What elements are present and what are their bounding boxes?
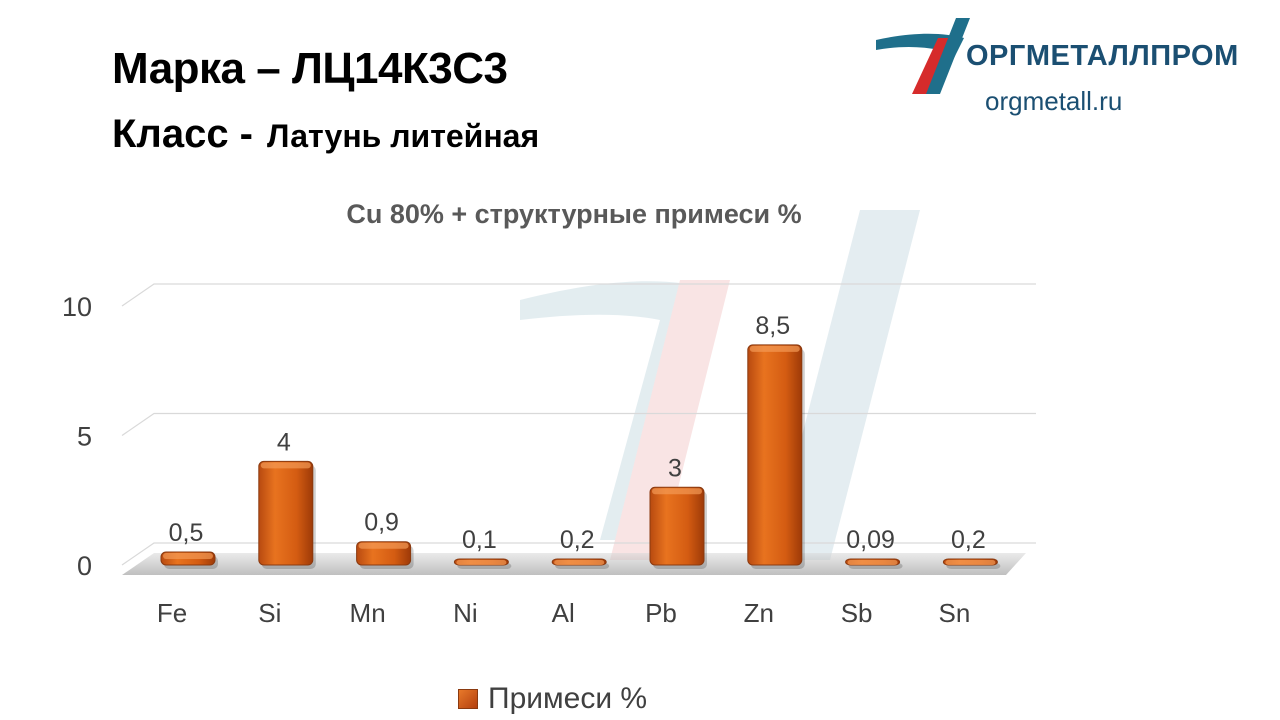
grade-label: Марка bbox=[112, 44, 245, 93]
bar-top bbox=[749, 345, 800, 352]
gridline bbox=[121, 542, 1036, 566]
bars bbox=[160, 344, 1001, 569]
y-tick-label: 5 bbox=[77, 422, 92, 452]
grade-value: ЛЦ14К3С3 bbox=[291, 44, 508, 93]
x-axis: Fe Si Mn Ni Al Pb Zn Sb Sn bbox=[157, 598, 970, 628]
data-label: 8,5 bbox=[755, 312, 790, 340]
x-tick-label: Sb bbox=[841, 598, 873, 628]
bar-si bbox=[258, 460, 314, 566]
bar-top bbox=[652, 488, 702, 495]
legend-swatch bbox=[458, 689, 478, 709]
x-tick-label: Si bbox=[258, 598, 281, 628]
bar-top bbox=[945, 560, 996, 565]
bar-zn bbox=[747, 344, 803, 566]
data-label: 0,09 bbox=[846, 526, 895, 554]
legend-label: Примеси % bbox=[488, 682, 648, 715]
bar-top bbox=[847, 560, 898, 565]
bar-top bbox=[358, 542, 409, 549]
gridline bbox=[121, 283, 1036, 307]
bar-top bbox=[260, 462, 311, 469]
grade-title: Марка – ЛЦ14К3С3 bbox=[112, 44, 508, 94]
data-label: 0,5 bbox=[169, 519, 204, 547]
x-tick-label: Ni bbox=[453, 598, 478, 628]
data-label: 0,2 bbox=[560, 526, 595, 554]
x-tick-label: Al bbox=[552, 598, 575, 628]
chart-title: Cu 80% + структурные примеси % bbox=[346, 199, 801, 229]
y-tick-label: 0 bbox=[77, 551, 92, 581]
bar-top bbox=[456, 560, 507, 565]
data-label: 0,1 bbox=[462, 526, 497, 554]
brand-url: orgmetall.ru bbox=[985, 86, 1123, 116]
data-label: 0,2 bbox=[951, 526, 986, 554]
y-axis: 0 5 10 bbox=[62, 292, 92, 581]
data-label: 0,9 bbox=[364, 509, 399, 537]
x-tick-label: Zn bbox=[744, 598, 774, 628]
brand-name: ОРГМЕТАЛЛПРОМ bbox=[966, 40, 1239, 72]
x-tick-label: Pb bbox=[645, 598, 677, 628]
x-tick-label: Fe bbox=[157, 598, 187, 628]
watermark-icon bbox=[520, 210, 920, 560]
bar-pb bbox=[649, 486, 705, 566]
x-tick-label: Mn bbox=[350, 598, 386, 628]
y-tick-label: 10 bbox=[62, 292, 92, 322]
class-value: Латунь литейная bbox=[267, 118, 540, 154]
data-label: 3 bbox=[668, 454, 682, 482]
data-labels: 0,5 4 0,9 0,1 0,2 3 8,5 0,09 0,2 bbox=[169, 312, 986, 554]
x-tick-label: Sn bbox=[938, 598, 970, 628]
grade-dash: – bbox=[256, 44, 281, 93]
class-title: Класс - Латунь литейная bbox=[112, 112, 539, 157]
brand-logo-icon bbox=[876, 18, 970, 94]
class-label: Класс - bbox=[112, 112, 253, 156]
chart-legend: Примеси % bbox=[458, 682, 647, 716]
gridline bbox=[121, 412, 1036, 436]
bar-top bbox=[163, 553, 213, 560]
bar-top bbox=[554, 560, 605, 565]
data-label: 4 bbox=[277, 428, 291, 456]
